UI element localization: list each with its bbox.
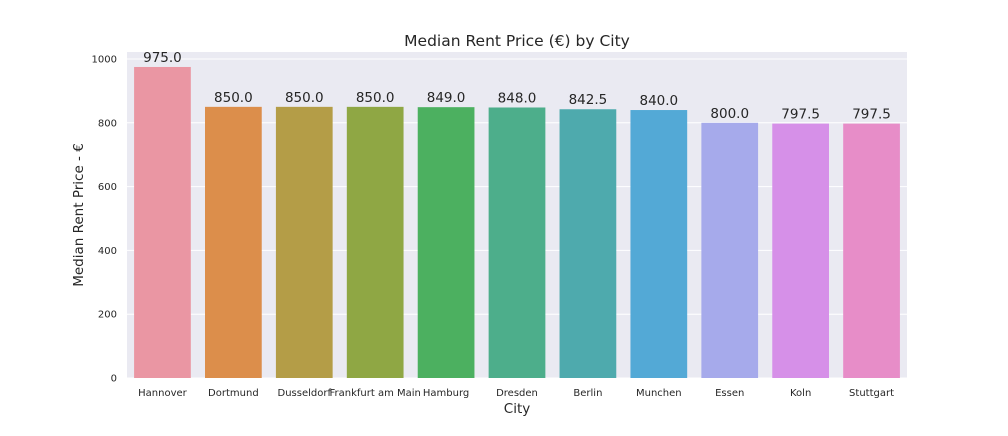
x-tick-label: Dresden xyxy=(496,388,538,399)
data-label: 842.5 xyxy=(569,92,608,108)
y-tick-label: 200 xyxy=(98,310,117,321)
data-label: 840.0 xyxy=(639,93,678,109)
bar-berlin xyxy=(559,109,617,379)
y-axis-ticks: 0 200 400 600 800 1000 xyxy=(92,55,117,385)
data-label: 797.5 xyxy=(781,107,820,123)
chart-title: Median Rent Price (€) by City xyxy=(404,32,630,50)
x-tick-label: Hannover xyxy=(138,388,188,399)
data-label: 800.0 xyxy=(710,106,749,122)
y-tick-label: 0 xyxy=(111,374,117,385)
bar-frankfurt-am-main xyxy=(346,106,404,378)
bar-dortmund xyxy=(205,106,262,378)
x-tick-label: Frankfurt am Main xyxy=(329,388,420,399)
x-tick-label: Berlin xyxy=(573,388,602,399)
x-tick-label: Dusseldorf xyxy=(278,388,332,399)
y-tick-label: 600 xyxy=(98,182,117,193)
bar-essen xyxy=(701,122,759,378)
data-label: 850.0 xyxy=(285,90,324,106)
data-label: 848.0 xyxy=(498,90,537,106)
x-tick-label: Stuttgart xyxy=(849,388,894,399)
data-label: 850.0 xyxy=(356,90,395,106)
bars xyxy=(134,66,900,379)
x-tick-label: Dortmund xyxy=(208,388,259,399)
bar-stuttgart xyxy=(843,123,900,378)
bar-hamburg xyxy=(417,107,475,378)
data-labels: 975.0 850.0 850.0 850.0 849.0 848.0 842.5 840.0… xyxy=(143,50,891,123)
data-label: 850.0 xyxy=(214,90,253,106)
bar-koln xyxy=(772,123,829,378)
y-tick-label: 400 xyxy=(98,246,117,257)
y-tick-label: 800 xyxy=(98,118,117,129)
y-axis-label: Median Rent Price - € xyxy=(71,143,87,287)
bar-dresden xyxy=(488,107,546,378)
bar-hannover xyxy=(134,66,191,378)
x-tick-label: Munchen xyxy=(636,388,682,399)
x-tick-label: Essen xyxy=(715,388,744,399)
y-tick-label: 1000 xyxy=(92,55,117,66)
x-tick-label: Koln xyxy=(790,388,811,399)
data-label: 797.5 xyxy=(852,107,891,123)
bar-munchen xyxy=(630,110,688,378)
x-axis-label: City xyxy=(504,401,530,417)
data-label: 849.0 xyxy=(427,90,466,106)
x-tick-label: Hamburg xyxy=(423,388,469,399)
bar-dusseldorf xyxy=(275,106,333,378)
data-label: 975.0 xyxy=(143,50,182,66)
